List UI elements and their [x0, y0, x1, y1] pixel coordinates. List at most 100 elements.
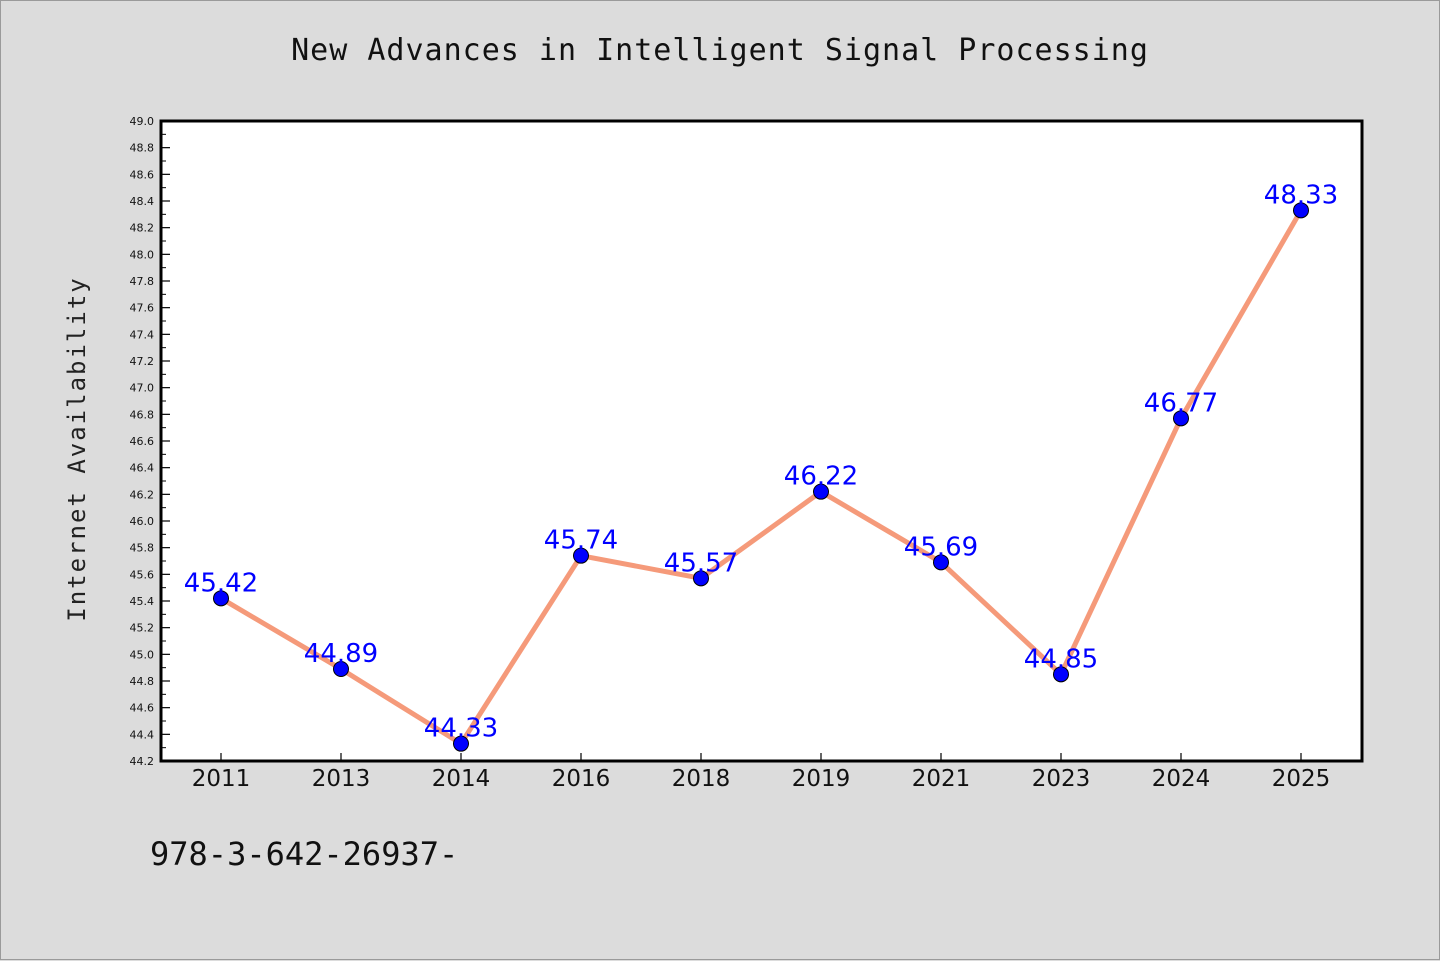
y-tick: 46.2 [130, 480, 170, 501]
data-point [1173, 410, 1189, 427]
y-tick: 48.0 [130, 240, 170, 261]
data-label: 45.42 [184, 568, 258, 598]
data-label: 44.85 [1024, 644, 1098, 674]
y-tick-label: 46.8 [130, 408, 155, 421]
y-tick: 48.2 [130, 213, 170, 235]
series-group [213, 202, 1309, 752]
y-tick: 44.8 [130, 667, 170, 688]
x-tick: 2013 [312, 753, 371, 792]
y-tick: 44.6 [130, 693, 170, 715]
y-tick: 47.6 [130, 293, 170, 315]
y-tick-label: 47.4 [130, 328, 155, 341]
y-tick-label: 44.6 [130, 702, 155, 715]
x-tick: 2018 [672, 753, 731, 792]
x-tick-label: 2014 [432, 766, 491, 792]
y-tick: 47.2 [130, 347, 170, 368]
series-line [219, 209, 1304, 747]
y-tick-label: 44.2 [130, 755, 155, 768]
y-axis-ticks: 44.2 44.4 44.6 44.8 45.0 45.2 45.4 45.6 45.8 46.0… [130, 115, 170, 768]
y-tick-label: 45.6 [130, 568, 155, 581]
y-tick: 45.0 [130, 640, 170, 661]
y-tick: 46.6 [130, 427, 170, 448]
y-tick: 45.2 [130, 613, 170, 635]
x-tick-label: 2018 [672, 766, 731, 792]
plot-area [159, 119, 1364, 763]
y-tick-label: 45.4 [130, 595, 155, 608]
x-tick: 2021 [912, 753, 971, 792]
data-point [693, 570, 709, 587]
y-tick-label: 47.6 [130, 302, 155, 315]
y-tick-label: 47.8 [130, 275, 155, 288]
y-tick: 48.8 [130, 133, 170, 155]
data-point [573, 547, 589, 564]
y-tick-label: 44.8 [130, 675, 155, 688]
y-tick: 44.4 [130, 720, 170, 741]
data-point [1053, 666, 1069, 683]
x-tick-label: 2025 [1272, 766, 1331, 792]
x-tick: 2016 [552, 753, 611, 792]
data-label: 46.77 [1144, 388, 1218, 418]
data-point [453, 735, 469, 752]
y-tick-label: 46.0 [130, 515, 155, 528]
x-tick: 2024 [1152, 753, 1211, 792]
y-tick-label: 45.0 [130, 648, 155, 661]
data-label: 48.33 [1264, 180, 1338, 210]
y-tick: 46.4 [130, 453, 170, 475]
x-tick-label: 2024 [1152, 766, 1211, 792]
y-tick: 47.8 [130, 267, 170, 288]
y-tick: 44.2 [130, 747, 170, 768]
y-tick-label: 48.6 [130, 168, 155, 181]
y-tick: 47.0 [130, 373, 170, 395]
y-tick-label: 48.4 [130, 195, 155, 208]
data-label: 45.69 [904, 532, 978, 562]
y-tick-label: 46.4 [130, 462, 155, 475]
x-tick: 2023 [1032, 753, 1091, 792]
data-point [933, 554, 949, 571]
x-axis-ticks: 2011 2013 2014 2016 2018 2019 2021 2023 2024 2025 [192, 753, 1331, 792]
x-tick-label: 2021 [912, 766, 971, 792]
y-tick-label: 46.6 [130, 435, 155, 448]
y-tick: 46.8 [130, 400, 170, 421]
footer-isbn-text: 978-3-642-26937- [150, 835, 459, 873]
data-point [333, 661, 349, 677]
y-tick: 47.4 [130, 320, 170, 341]
data-point [213, 590, 229, 607]
x-tick: 2011 [192, 753, 251, 792]
data-label: 44.33 [424, 714, 498, 744]
y-tick: 49.0 [130, 115, 170, 128]
x-tick-label: 2016 [552, 766, 611, 792]
y-tick: 45.4 [130, 587, 170, 608]
y-tick: 48.4 [130, 187, 170, 208]
x-tick: 2025 [1272, 753, 1331, 792]
y-tick: 45.8 [130, 533, 170, 555]
y-tick-label: 47.0 [130, 382, 155, 395]
chart-title: New Advances in Intelligent Signal Proce… [291, 33, 1149, 68]
y-tick-label: 48.2 [130, 222, 155, 235]
data-label: 46.22 [784, 462, 858, 492]
y-tick-label: 44.4 [130, 728, 155, 741]
data-labels: 45.42 44.89 44.33 45.74 45.57 46.22 45.69 44.85… [184, 180, 1338, 743]
x-tick: 2019 [792, 753, 851, 792]
y-tick: 48.6 [130, 160, 170, 181]
y-tick: 45.6 [130, 560, 170, 581]
y-tick-label: 49.0 [130, 115, 155, 128]
y-tick-label: 48.0 [130, 248, 155, 261]
x-tick: 2014 [432, 753, 491, 792]
data-label: 44.89 [304, 639, 378, 669]
x-tick-label: 2023 [1032, 766, 1091, 792]
x-tick-label: 2019 [792, 766, 851, 792]
x-tick-label: 2011 [192, 766, 251, 792]
data-point [1293, 202, 1309, 219]
y-tick-label: 46.2 [130, 488, 155, 501]
y-tick-label: 47.2 [130, 355, 155, 368]
y-tick: 46.0 [130, 507, 170, 528]
y-tick-label: 48.8 [130, 142, 155, 155]
data-label: 45.57 [664, 548, 738, 578]
y-tick-label: 45.8 [130, 542, 155, 555]
data-point [813, 483, 829, 500]
data-label: 45.74 [544, 526, 618, 556]
y-tick-label: 45.2 [130, 622, 155, 635]
x-tick-label: 2013 [312, 766, 371, 792]
